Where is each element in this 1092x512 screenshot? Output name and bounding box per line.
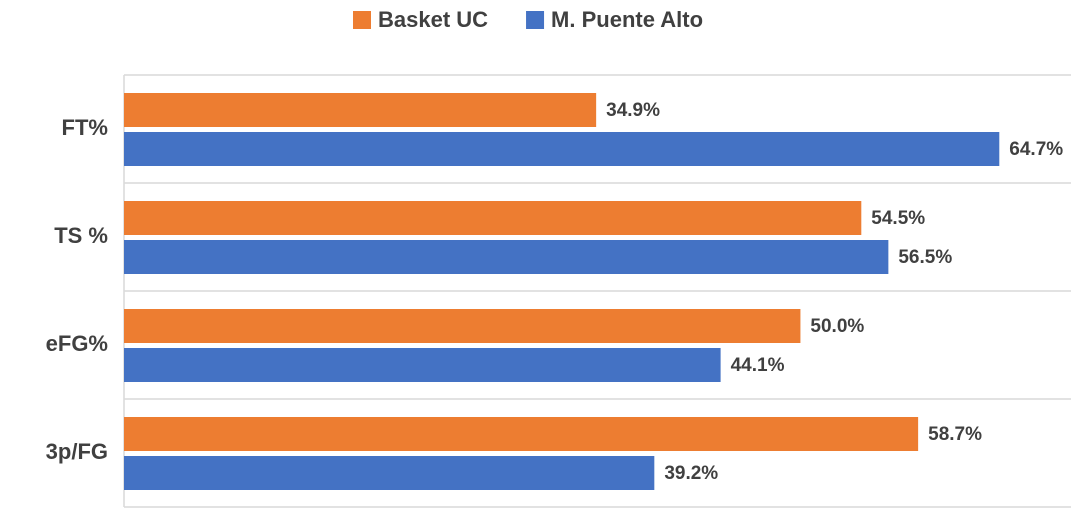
bar xyxy=(124,417,919,451)
value-label: 54.5% xyxy=(871,208,925,229)
value-label: 44.1% xyxy=(731,355,785,376)
bar xyxy=(124,201,862,235)
legend-swatch xyxy=(353,11,371,29)
legend-swatch xyxy=(526,11,545,29)
value-label: 58.7% xyxy=(928,424,982,445)
legend-label: Basket UC xyxy=(378,7,488,32)
value-label: 39.2% xyxy=(664,463,718,484)
value-label: 56.5% xyxy=(898,247,952,268)
bar xyxy=(124,93,597,127)
category-label: TS % xyxy=(54,223,108,248)
legend-label: M. Puente Alto xyxy=(551,7,703,32)
category-label: eFG% xyxy=(46,331,108,356)
bar xyxy=(124,132,1000,166)
bar xyxy=(124,309,801,343)
category-label: 3p/FG xyxy=(46,439,108,464)
bar xyxy=(124,456,655,490)
category-label: FT% xyxy=(62,115,108,140)
value-label: 64.7% xyxy=(1009,139,1063,160)
value-label: 50.0% xyxy=(810,316,864,337)
value-label: 34.9% xyxy=(606,100,660,121)
bar xyxy=(124,240,889,274)
bar xyxy=(124,348,721,382)
